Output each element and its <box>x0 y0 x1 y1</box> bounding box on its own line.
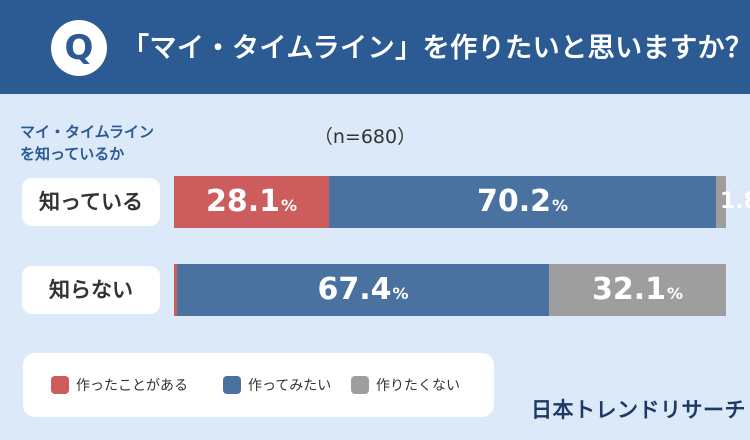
bar-segment-1-1 <box>177 264 549 316</box>
legend-swatch-1 <box>223 376 241 394</box>
y-axis-label-line2: を知っているか <box>20 145 125 163</box>
category-label-0: 知っている <box>22 178 160 226</box>
category-label-1: 知らない <box>22 266 160 314</box>
legend-label-1: 作ってみたい <box>248 378 332 394</box>
bar-segment-0-1 <box>329 176 716 228</box>
data-label-1-2: 32.1% <box>591 272 684 307</box>
bar-segment-1-0 <box>174 264 177 316</box>
legend-item-1: 作ってみたい <box>223 375 331 395</box>
legend-swatch-0 <box>51 376 69 394</box>
sample-size-label: （n=680） <box>313 126 417 148</box>
stacked-bar-1: 0.5%67.4%32.1% <box>174 264 726 316</box>
data-label-0-1: 70.2% <box>476 184 569 219</box>
legend-swatch-2 <box>351 376 369 394</box>
legend-item-2: 作りたくない <box>351 375 460 395</box>
data-label-1-1: 67.4% <box>317 272 409 307</box>
y-axis-label-line1: マイ・タイムライン <box>20 123 154 141</box>
stacked-bar-0: 28.1% 70.2% 1.8% <box>174 176 750 228</box>
legend-label-0: 作ったことがある <box>76 378 188 394</box>
brand-logo: 日本トレンドリサーチ <box>531 398 746 422</box>
data-label-0-0: 28.1% <box>205 184 298 219</box>
y-axis-label: マイ・タイムライン を知っているか <box>20 121 210 165</box>
legend: 作ったことがある 作ってみたい 作りたくない <box>23 353 494 417</box>
question-badge: Q <box>51 20 107 76</box>
bar-segment-0-0 <box>174 176 329 228</box>
data-label-0-2: 1.8% <box>720 189 750 214</box>
header-banner: Q 「マイ・タイムライン」を作りたいと思いますか？ <box>0 0 750 94</box>
bar-segment-1-2 <box>549 264 726 316</box>
legend-label-2: 作りたくない <box>376 378 460 394</box>
chart-title: 「マイ・タイムライン」を作りたいと思いますか？ <box>122 33 750 64</box>
bar-segment-0-2 <box>716 176 726 228</box>
legend-item-0: 作ったことがある <box>51 375 188 395</box>
